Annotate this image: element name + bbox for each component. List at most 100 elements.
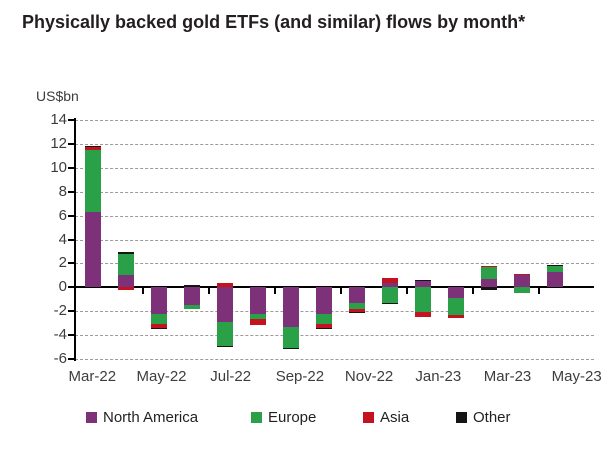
- bar-apr-22-other: [118, 252, 134, 254]
- bar-mar-22-asia: [85, 146, 101, 150]
- bar-oct-22-north-america: [316, 287, 332, 315]
- y-axis-tick: [68, 334, 75, 337]
- legend-label-asia: Asia: [380, 408, 410, 426]
- bar-apr-23-north-america: [514, 275, 530, 288]
- zero-axis-line: [75, 286, 594, 289]
- bar-oct-22-europe: [316, 314, 332, 325]
- bar-may-22-north-america: [151, 287, 167, 314]
- legend-label-north-america: North America: [103, 408, 199, 426]
- bar-sep-22-europe: [283, 326, 299, 349]
- y-axis-tick: [68, 190, 75, 193]
- bar-feb-23-asia: [448, 314, 464, 319]
- y-axis-label: 12: [50, 134, 67, 152]
- y-axis-tick: [68, 310, 75, 313]
- bar-mar-22-europe: [85, 149, 101, 212]
- y-axis-label: -2: [53, 302, 67, 320]
- x-axis-tick: [339, 288, 342, 295]
- y-axis-tick: [68, 142, 75, 145]
- y-axis-label: -6: [53, 350, 67, 367]
- bar-jan-23-other: [415, 280, 431, 282]
- bar-dec-22-asia: [382, 278, 398, 283]
- bar-sep-22-other: [283, 348, 299, 350]
- y-axis-label: 4: [58, 230, 67, 248]
- x-axis-label: Jul-22: [210, 368, 252, 385]
- x-axis-tick: [471, 288, 474, 295]
- y-axis-label: 6: [58, 206, 67, 224]
- bar-mar-23-europe: [481, 266, 497, 279]
- x-axis-label: Mar-23: [483, 368, 532, 385]
- bar-nov-22-europe: [349, 302, 365, 310]
- bar-nov-22-other: [349, 311, 365, 313]
- x-axis-label: Nov-22: [344, 368, 394, 385]
- bar-jun-22-north-america: [184, 287, 200, 306]
- bar-may-23-north-america: [547, 271, 563, 288]
- y-axis-tick: [68, 119, 75, 121]
- bar-apr-23-asia: [514, 273, 530, 276]
- gridline: [75, 263, 594, 265]
- y-axis-label: -4: [53, 326, 67, 344]
- y-axis-label: 10: [50, 158, 67, 176]
- legend-label-europe: Europe: [268, 408, 317, 426]
- gridline: [75, 311, 594, 313]
- legend-item-europe: Europe: [251, 408, 316, 426]
- bar-sep-22-north-america: [283, 287, 299, 327]
- x-axis-label: Sep-22: [275, 368, 325, 385]
- x-axis-tick: [273, 288, 276, 295]
- gridline: [75, 335, 594, 337]
- x-axis-tick: [207, 288, 210, 295]
- y-axis-unit-label: US$bn: [36, 88, 79, 104]
- legend-marker-europe: [251, 411, 262, 423]
- gridline: [75, 215, 594, 217]
- bar-dec-22-europe: [382, 287, 398, 303]
- x-axis-label: May-23: [551, 368, 602, 385]
- bar-feb-23-north-america: [448, 287, 464, 299]
- chart-title: Physically backed gold ETFs (and similar…: [22, 12, 526, 32]
- gridline: [75, 359, 594, 360]
- y-axis-tick: [68, 214, 75, 217]
- bar-apr-22-north-america: [118, 275, 134, 288]
- bar-nov-22-asia: [349, 309, 365, 312]
- gridline: [75, 191, 594, 193]
- bar-oct-22-other: [316, 327, 332, 330]
- gridline: [75, 143, 594, 145]
- bar-apr-22-asia: [118, 287, 134, 291]
- bar-apr-23-europe: [514, 287, 530, 294]
- bar-jan-23-north-america: [415, 281, 431, 288]
- bar-apr-22-europe: [118, 253, 134, 276]
- bar-aug-22-asia: [250, 318, 266, 325]
- bar-may-23-europe: [547, 266, 563, 272]
- y-axis-label: 2: [58, 254, 67, 272]
- gridline: [75, 120, 594, 121]
- y-axis-label: 8: [58, 182, 67, 200]
- bar-may-22-europe: [151, 313, 167, 325]
- bar-mar-23-north-america: [481, 278, 497, 288]
- bar-jul-22-north-america: [217, 287, 233, 322]
- y-axis-line: [74, 118, 76, 361]
- x-axis-tick: [141, 288, 144, 295]
- y-axis-tick: [68, 358, 75, 360]
- bar-mar-22-north-america: [85, 212, 101, 288]
- bar-aug-22-north-america: [250, 287, 266, 314]
- y-axis-tick: [68, 286, 75, 289]
- bar-dec-22-north-america: [382, 282, 398, 288]
- gridline: [75, 167, 594, 169]
- legend-label-other: Other: [473, 408, 511, 426]
- legend-marker-asia: [363, 411, 374, 423]
- y-axis-label: 14: [50, 111, 67, 128]
- bar-mar-22-other: [85, 145, 101, 147]
- bar-nov-22-north-america: [349, 287, 365, 303]
- bar-jul-22-europe: [217, 321, 233, 346]
- x-axis-label: May-22: [136, 368, 187, 385]
- legend-marker-north-america: [86, 411, 97, 423]
- gridline: [75, 239, 594, 241]
- bar-may-22-other: [151, 327, 167, 329]
- bar-jan-23-europe: [415, 287, 431, 313]
- y-axis-label: 0: [58, 278, 67, 296]
- x-axis-tick: [405, 288, 408, 295]
- y-axis-tick: [68, 262, 75, 265]
- x-axis-label: Mar-22: [68, 368, 117, 385]
- bar-aug-22-europe: [250, 313, 266, 319]
- bar-dec-22-other: [382, 302, 398, 305]
